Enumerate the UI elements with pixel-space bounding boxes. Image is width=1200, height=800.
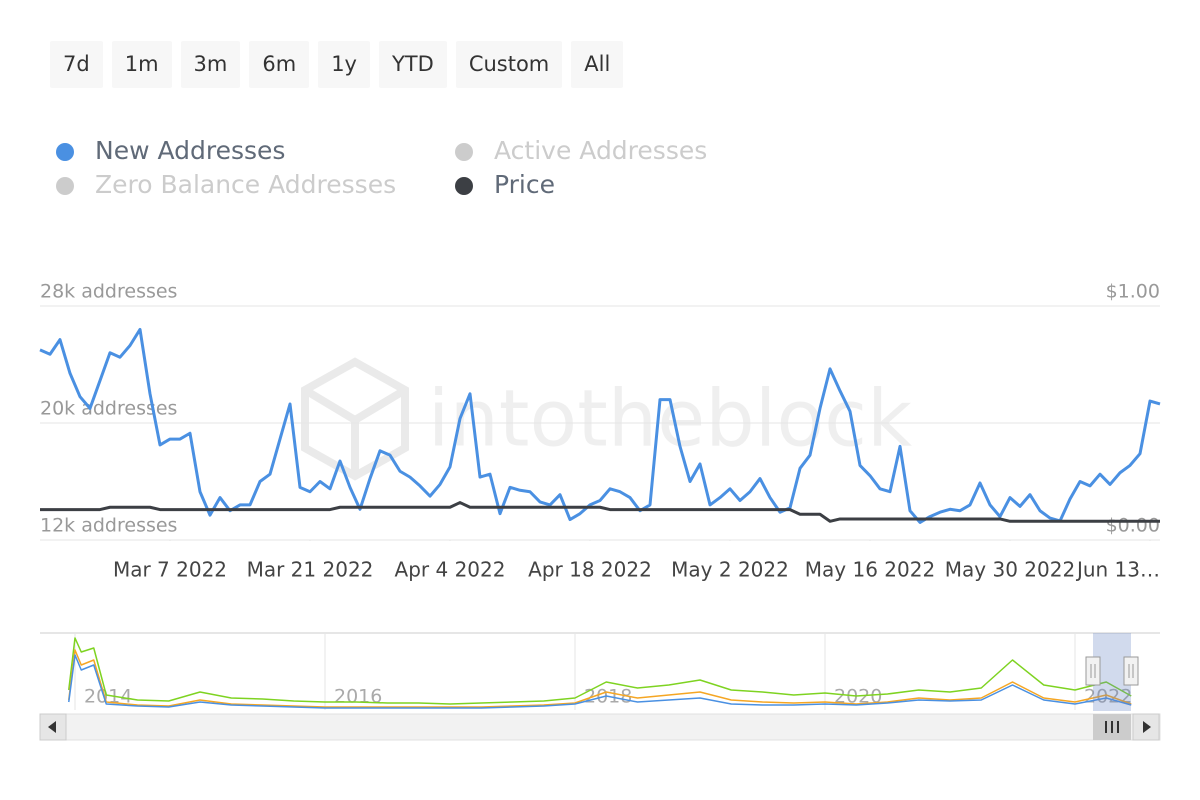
- series-line: [40, 501, 1160, 523]
- legend-marker: [455, 177, 473, 195]
- legend-item[interactable]: Active Addresses: [455, 136, 707, 165]
- watermark-logo: [302, 386, 408, 425]
- legend-marker: [56, 143, 74, 161]
- x-tick-label: Mar 7 2022: [113, 558, 227, 582]
- y-tick-label: 28k addresses: [40, 281, 177, 303]
- legend-item[interactable]: New Addresses: [56, 136, 285, 165]
- arrow-left: [48, 721, 56, 733]
- range-selector: 7d 1m 3m 6m 1y YTD Custom All: [50, 41, 624, 88]
- watermark: [301, 357, 409, 481]
- legend-item[interactable]: Price: [455, 170, 555, 199]
- navigator-handle[interactable]: [1123, 656, 1139, 686]
- y-tick-label: 20k addresses: [40, 398, 177, 420]
- range-button[interactable]: 1y: [318, 41, 370, 88]
- range-button[interactable]: YTD: [378, 41, 447, 88]
- x-tick-label: 2014: [84, 686, 132, 708]
- series-line: [68, 654, 1132, 709]
- legend-marker: [455, 143, 473, 161]
- legend-label: New Addresses: [95, 136, 285, 165]
- y2-tick-label: $0.00: [1106, 515, 1160, 537]
- scrollbar-track[interactable]: [39, 713, 1161, 741]
- watermark-logo: [301, 357, 409, 481]
- thumb-grip: [1105, 721, 1119, 733]
- range-button[interactable]: Custom: [455, 41, 563, 88]
- handle[interactable]: [1085, 656, 1101, 686]
- x-tick-label: 2016: [334, 686, 382, 708]
- legend-label: Price: [494, 170, 555, 199]
- handle[interactable]: [1123, 656, 1139, 686]
- legend-marker: [56, 177, 74, 195]
- range-button[interactable]: 3m: [180, 41, 241, 88]
- range-button[interactable]: All: [571, 41, 624, 88]
- range-button[interactable]: 1m: [111, 41, 172, 88]
- watermark-text: intotheblock: [428, 374, 912, 464]
- series-line: [68, 649, 1132, 708]
- legend-item[interactable]: Zero Balance Addresses: [56, 170, 396, 199]
- series-line: [39, 327, 1161, 524]
- x-tick-label: Apr 18 2022: [528, 558, 652, 582]
- x-tick-label: Jun 13…: [1075, 558, 1160, 582]
- x-tick-label: Apr 4 2022: [395, 558, 506, 582]
- x-tick-label: May 30 2022: [945, 558, 1075, 582]
- x-tick-label: May 16 2022: [805, 558, 935, 582]
- y-tick-label: 12k addresses: [40, 515, 177, 537]
- x-tick-label: May 2 2022: [671, 558, 789, 582]
- y2-tick-label: $1.00: [1106, 281, 1160, 303]
- navigator-handle[interactable]: [1085, 656, 1101, 686]
- series-line: [68, 637, 1132, 705]
- legend-label: Zero Balance Addresses: [95, 170, 396, 199]
- legend-label: Active Addresses: [494, 136, 707, 165]
- range-button[interactable]: 6m: [249, 41, 310, 88]
- arrow-right: [1143, 721, 1151, 733]
- x-tick-label: Mar 21 2022: [247, 558, 374, 582]
- range-button[interactable]: 7d: [50, 41, 103, 88]
